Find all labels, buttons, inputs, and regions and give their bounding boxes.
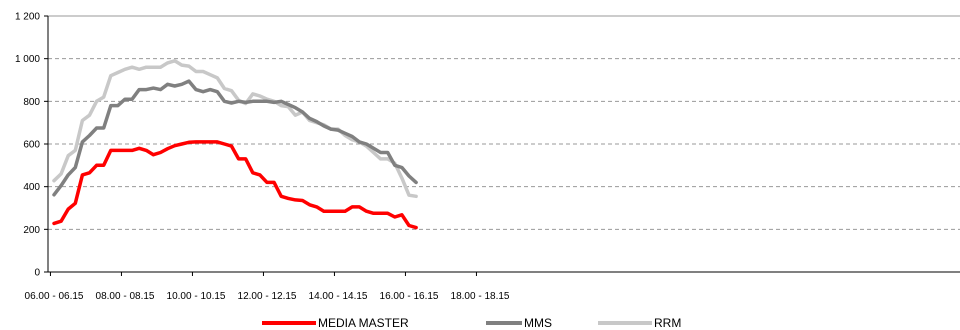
series-line-rrm	[52, 59, 418, 199]
x-tick-label: 12.00 - 12.15	[238, 291, 297, 302]
x-tick-label: 10.00 - 10.15	[167, 291, 226, 302]
y-tick-label: 1 000	[15, 54, 40, 65]
x-tick-label: 06.00 - 06.15	[25, 291, 84, 302]
x-tick-label: 08.00 - 08.15	[96, 291, 155, 302]
y-axis-ticks: 0 200 400 600 800 1 000 1 200	[15, 12, 48, 279]
series-line-media-master	[52, 140, 418, 230]
x-axis-ticks: 06.00 - 06.15 08.00 - 08.15 10.00 - 10.15 1…	[25, 272, 510, 302]
series-lines	[52, 59, 418, 230]
x-tick-label: 18.00 - 18.15	[451, 291, 510, 302]
gridlines	[48, 15, 960, 230]
legend: MEDIA MASTER MMS RRM	[262, 316, 681, 330]
y-tick-label: 600	[23, 140, 40, 151]
legend-label-rrm: RRM	[654, 316, 681, 330]
y-tick-label: 0	[34, 268, 40, 279]
y-tick-label: 200	[23, 225, 40, 236]
x-tick-label: 16.00 - 16.15	[380, 291, 439, 302]
y-tick-label: 1 200	[15, 12, 40, 23]
legend-label-media-master: MEDIA MASTER	[318, 316, 409, 330]
y-tick-label: 400	[23, 182, 40, 193]
series-line-mms	[52, 79, 418, 197]
y-tick-label: 800	[23, 97, 40, 108]
x-tick-label: 14.00 - 14.15	[309, 291, 368, 302]
legend-label-mms: MMS	[524, 316, 552, 330]
